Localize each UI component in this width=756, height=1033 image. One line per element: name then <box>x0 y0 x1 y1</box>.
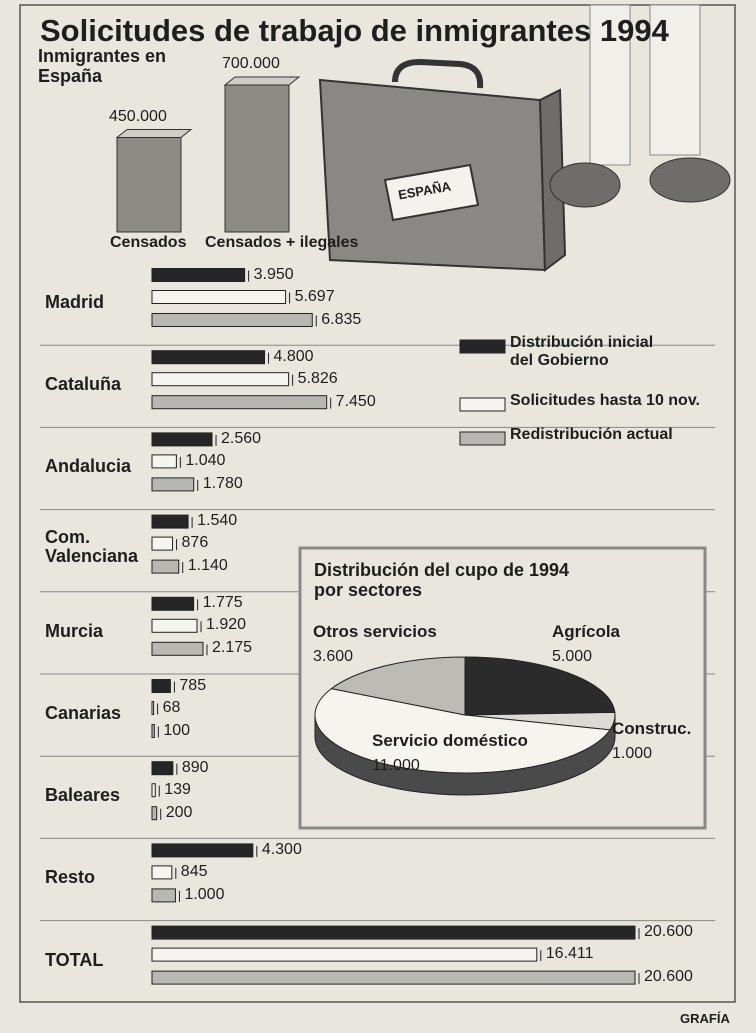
value-label: 16.411 <box>546 945 594 963</box>
value-label: 845 <box>181 863 208 881</box>
category-label: Cataluña <box>45 375 155 395</box>
category-label: Com. Valenciana <box>45 528 155 568</box>
bar-top <box>225 77 299 85</box>
value-label: 1.920 <box>206 616 246 634</box>
value-label: 20.600 <box>644 968 693 986</box>
bar <box>152 560 179 573</box>
value-label: 700.000 <box>222 55 280 73</box>
value-label: 450.000 <box>109 108 167 126</box>
bar <box>152 680 170 693</box>
value-label: 890 <box>182 759 209 777</box>
value-label: 1.775 <box>203 594 243 612</box>
value-label: 1.540 <box>197 512 237 530</box>
value-label: 139 <box>164 781 191 799</box>
chart-title: Inmigrantes en España <box>38 47 188 87</box>
slice-label: Agrícola <box>552 623 620 642</box>
category-label: Censados <box>110 234 186 252</box>
bar <box>152 948 537 961</box>
slice-label: Construc. <box>612 720 691 739</box>
page-title: Solicitudes de trabajo de inmigrantes 19… <box>40 14 669 48</box>
bar <box>152 269 245 282</box>
category-label: Andalucia <box>45 457 155 477</box>
bar <box>152 762 173 775</box>
legend-label: Redistribución actual <box>510 426 730 444</box>
value-label: 68 <box>163 699 181 717</box>
legend-swatch <box>460 340 505 353</box>
bar <box>152 291 286 304</box>
bar <box>152 926 635 939</box>
bar <box>152 971 635 984</box>
value-label: 876 <box>182 534 209 552</box>
category-label: Murcia <box>45 622 155 642</box>
bar <box>152 725 154 738</box>
category-label: TOTAL <box>45 951 155 971</box>
category-label: Resto <box>45 868 155 888</box>
bar <box>152 537 173 550</box>
value-label: 200 <box>166 804 193 822</box>
bar <box>152 597 194 610</box>
bar <box>152 478 194 491</box>
value-label: 3.950 <box>254 266 294 284</box>
value-label: 1.040 <box>185 452 225 470</box>
credit: GRAFÍA <box>680 1012 730 1026</box>
category-label: Canarias <box>45 704 155 724</box>
bar <box>117 138 181 233</box>
bar <box>152 314 312 327</box>
value-label: 2.560 <box>221 430 261 448</box>
bar <box>152 351 265 364</box>
legend-swatch <box>460 398 505 411</box>
bar <box>152 619 197 632</box>
category-label: Censados + ilegales <box>205 234 358 252</box>
bar <box>152 396 327 409</box>
value-label: 1.780 <box>203 475 243 493</box>
bar <box>152 455 176 468</box>
value-label: 4.300 <box>262 841 302 859</box>
value-label: 4.800 <box>274 348 314 366</box>
bar <box>152 373 289 386</box>
slice-value: 3.600 <box>313 648 353 666</box>
bar <box>152 844 253 857</box>
pie-title: Distribución del cupo de 1994 por sector… <box>314 561 584 601</box>
value-label: 1.140 <box>188 557 228 575</box>
bar <box>225 85 289 232</box>
value-label: 5.697 <box>295 288 335 306</box>
value-label: 5.826 <box>298 370 338 388</box>
bar <box>152 515 188 528</box>
legend-swatch <box>460 432 505 445</box>
value-label: 100 <box>163 722 190 740</box>
slice-label: Servicio doméstico <box>372 732 528 751</box>
value-label: 1.000 <box>184 886 224 904</box>
bar-top <box>117 130 191 138</box>
slice-value: 11.000 <box>372 757 420 775</box>
bar <box>152 433 212 446</box>
value-label: 6.835 <box>321 311 361 329</box>
legend-label: Solicitudes hasta 10 nov. <box>510 392 730 410</box>
bar <box>152 807 157 820</box>
value-label: 2.175 <box>212 639 252 657</box>
category-label: Madrid <box>45 293 155 313</box>
slice-label: Otros servicios <box>313 623 437 642</box>
slice-value: 5.000 <box>552 648 592 666</box>
value-label: 785 <box>179 677 206 695</box>
category-label: Baleares <box>45 786 155 806</box>
value-label: 20.600 <box>644 923 693 941</box>
legend-label: Distribución inicial del Gobierno <box>510 334 680 369</box>
slice-value: 1.000 <box>612 745 652 763</box>
value-label: 7.450 <box>336 393 376 411</box>
bar <box>152 642 203 655</box>
infographic: Solicitudes de trabajo de inmigrantes 19… <box>0 0 756 1033</box>
bar <box>152 889 175 902</box>
